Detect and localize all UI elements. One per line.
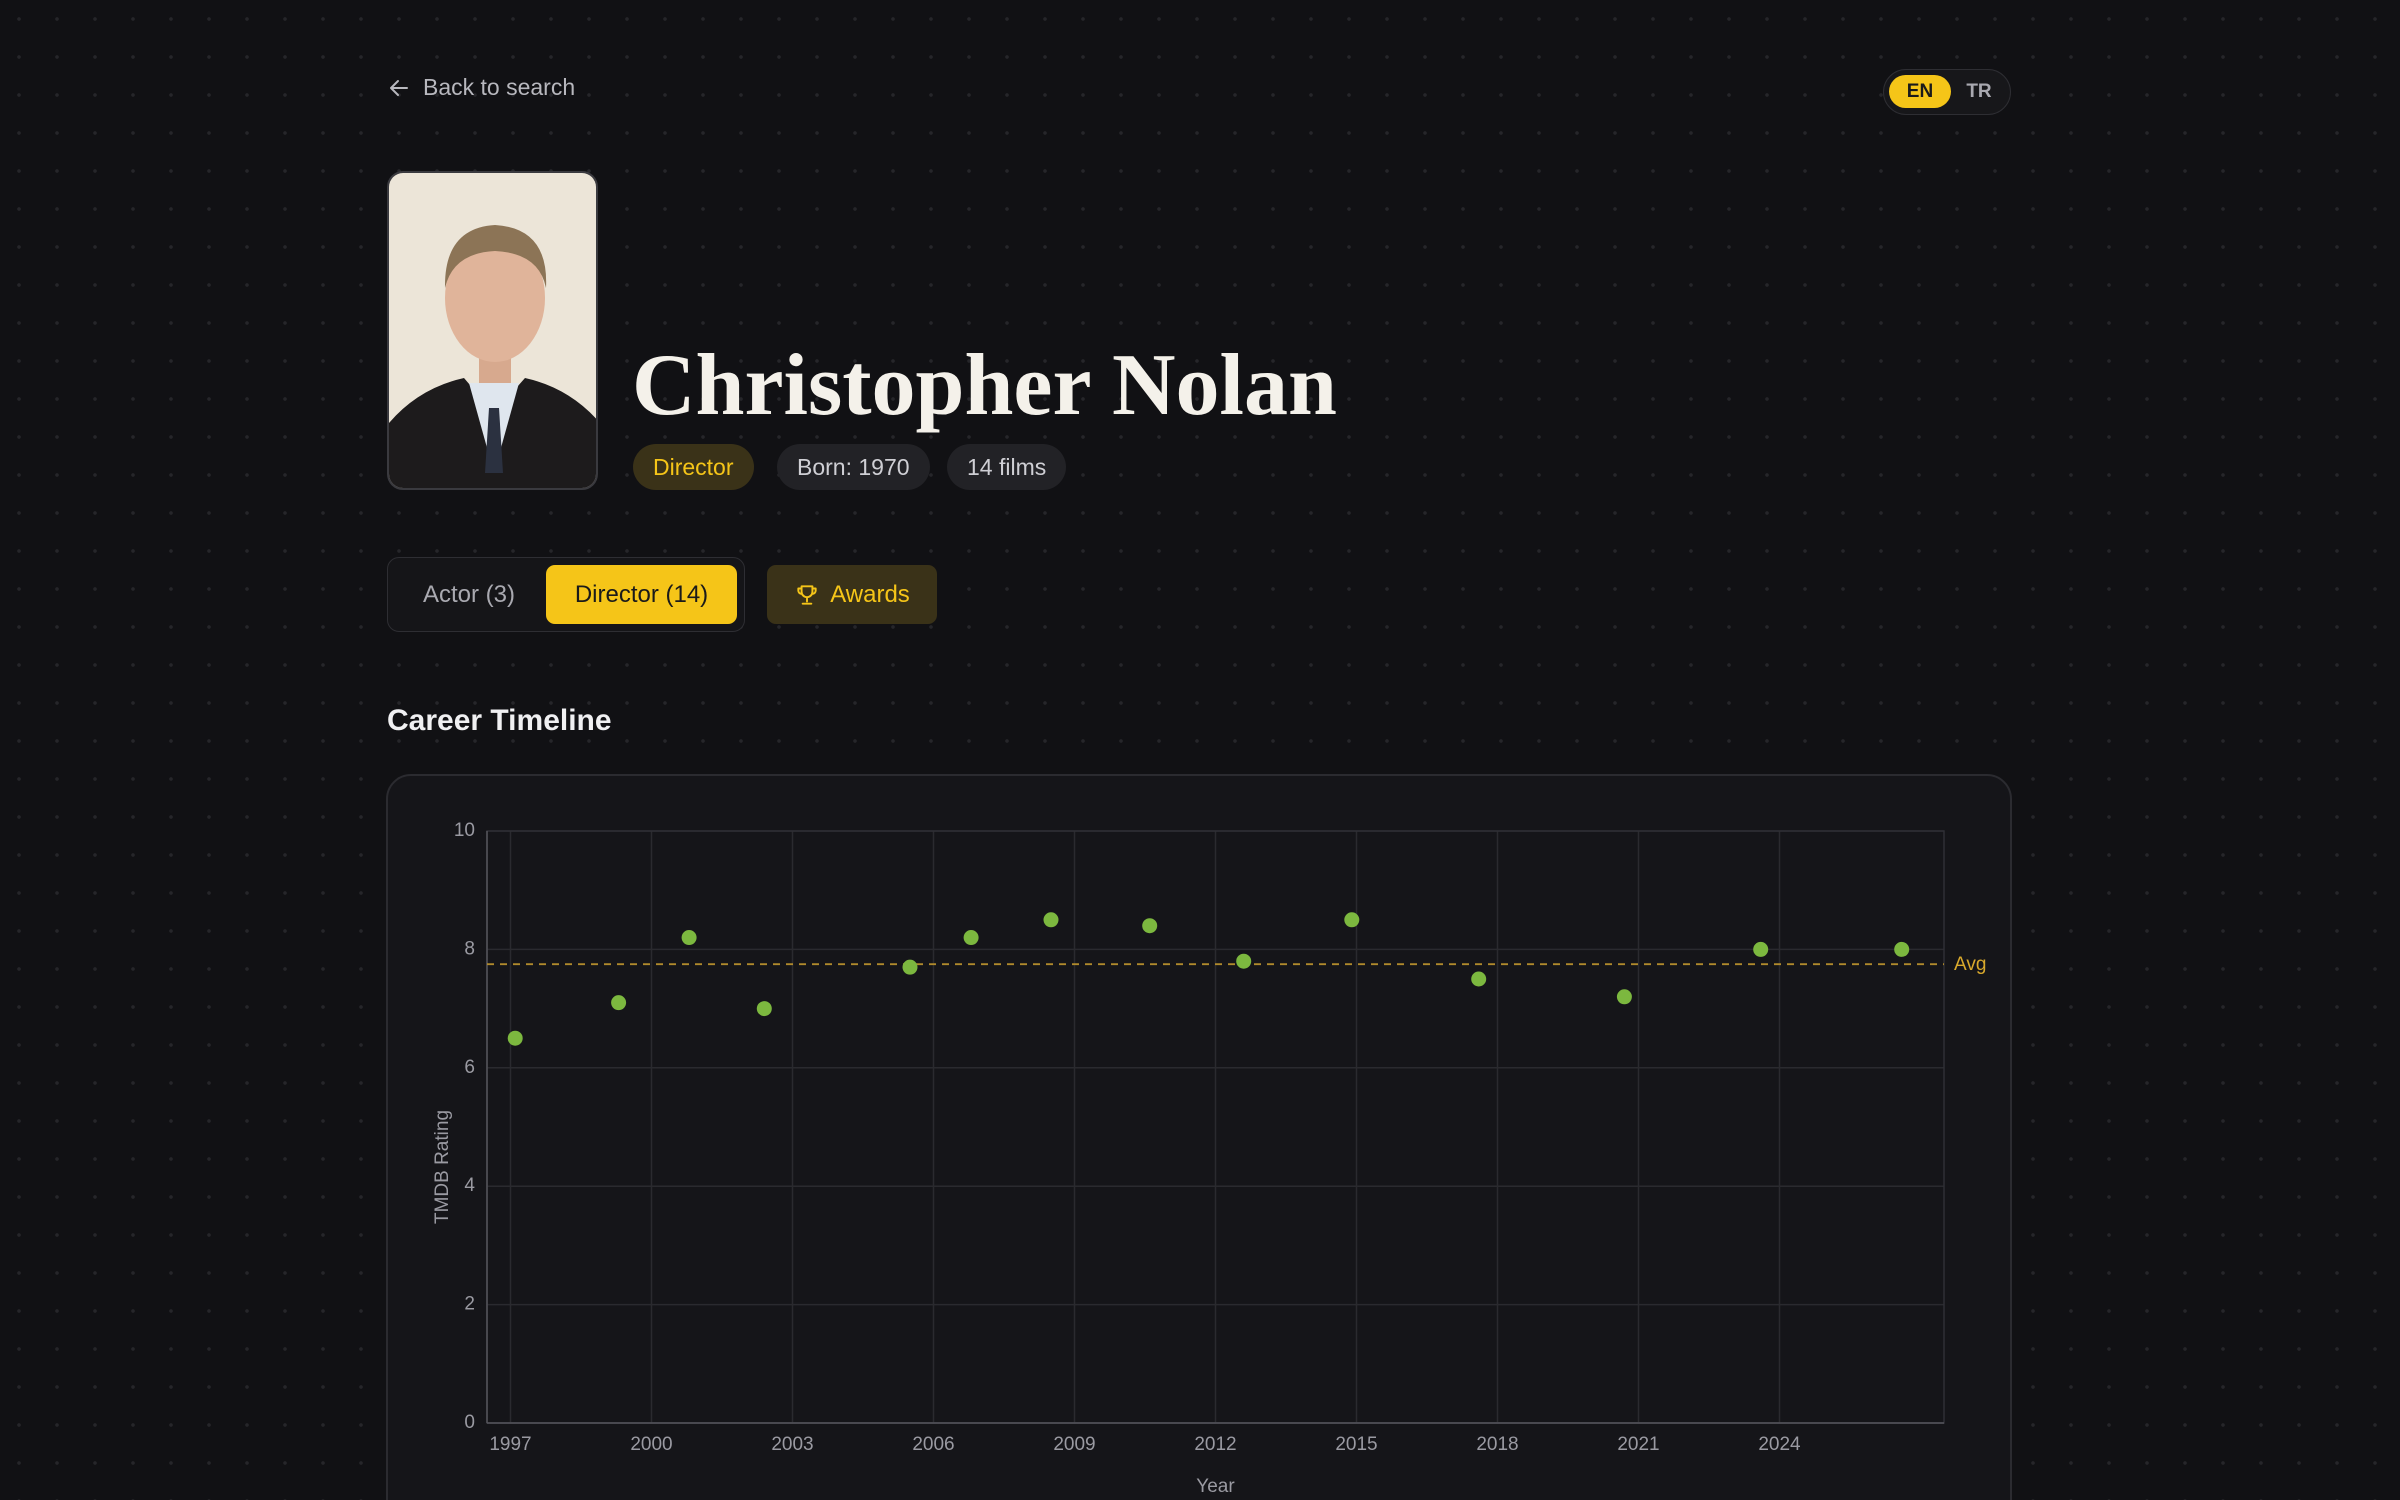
y-tick-label: 4 xyxy=(464,1175,475,1196)
x-tick-label: 2003 xyxy=(771,1434,813,1455)
data-point xyxy=(1753,941,1769,957)
photo-placeholder xyxy=(389,173,596,488)
x-tick-label: 2006 xyxy=(912,1434,954,1455)
awards-text: Awards xyxy=(830,580,910,608)
x-tick-label: 2009 xyxy=(1053,1434,1095,1455)
trophy-icon xyxy=(797,584,817,605)
data-point xyxy=(1894,941,1910,957)
x-tick-label: 1997 xyxy=(489,1434,531,1455)
y-tick-label: 0 xyxy=(464,1412,475,1433)
back-text: Back to search xyxy=(423,74,576,100)
x-axis-title: Year xyxy=(1196,1476,1235,1497)
y-tick-label: 2 xyxy=(464,1294,475,1315)
person-name: Christopher Nolan xyxy=(632,337,1337,434)
role-tabs: Actor (3) Director (14) xyxy=(387,557,745,632)
data-point xyxy=(1043,912,1059,928)
data-point xyxy=(681,930,697,946)
data-point xyxy=(963,930,979,946)
y-tick-label: 6 xyxy=(464,1057,475,1078)
x-tick-label: 2024 xyxy=(1758,1434,1801,1455)
role-badge: Director xyxy=(633,444,754,490)
lang-en[interactable]: EN xyxy=(1889,75,1951,108)
data-point xyxy=(611,995,627,1011)
awards-button[interactable]: Awards xyxy=(767,565,937,624)
born-badge: Born: 1970 xyxy=(777,444,930,490)
data-point xyxy=(1344,912,1360,928)
x-tick-label: 2015 xyxy=(1335,1434,1377,1455)
y-tick-label: 10 xyxy=(454,820,475,841)
data-point xyxy=(1236,953,1252,969)
back-icon xyxy=(390,79,408,96)
language-toggle: EN TR xyxy=(1883,69,2011,115)
x-tick-label: 2018 xyxy=(1476,1434,1518,1455)
profile-photo xyxy=(387,171,598,490)
films-badge: 14 films xyxy=(947,444,1067,490)
data-point xyxy=(1471,971,1487,987)
back-link[interactable]: Back to search xyxy=(387,74,575,101)
lang-tr[interactable]: TR xyxy=(1966,81,1992,102)
director-tab[interactable]: Director (14) xyxy=(546,565,737,624)
chart-card xyxy=(386,774,2012,1500)
data-point xyxy=(902,959,918,975)
x-tick-label: 2000 xyxy=(630,1434,672,1455)
x-tick-label: 2012 xyxy=(1194,1434,1236,1455)
data-point xyxy=(1142,918,1158,934)
y-tick-label: 8 xyxy=(464,938,475,959)
x-tick-label: 2021 xyxy=(1617,1434,1659,1455)
data-point xyxy=(507,1030,523,1046)
data-point xyxy=(756,1001,772,1017)
data-point xyxy=(1616,989,1632,1005)
average-label: Avg xyxy=(1954,954,1986,975)
section-title: Career Timeline xyxy=(387,704,612,737)
actor-tab[interactable]: Actor (3) xyxy=(422,581,515,608)
y-axis-title: TMDB Rating xyxy=(432,1110,453,1224)
